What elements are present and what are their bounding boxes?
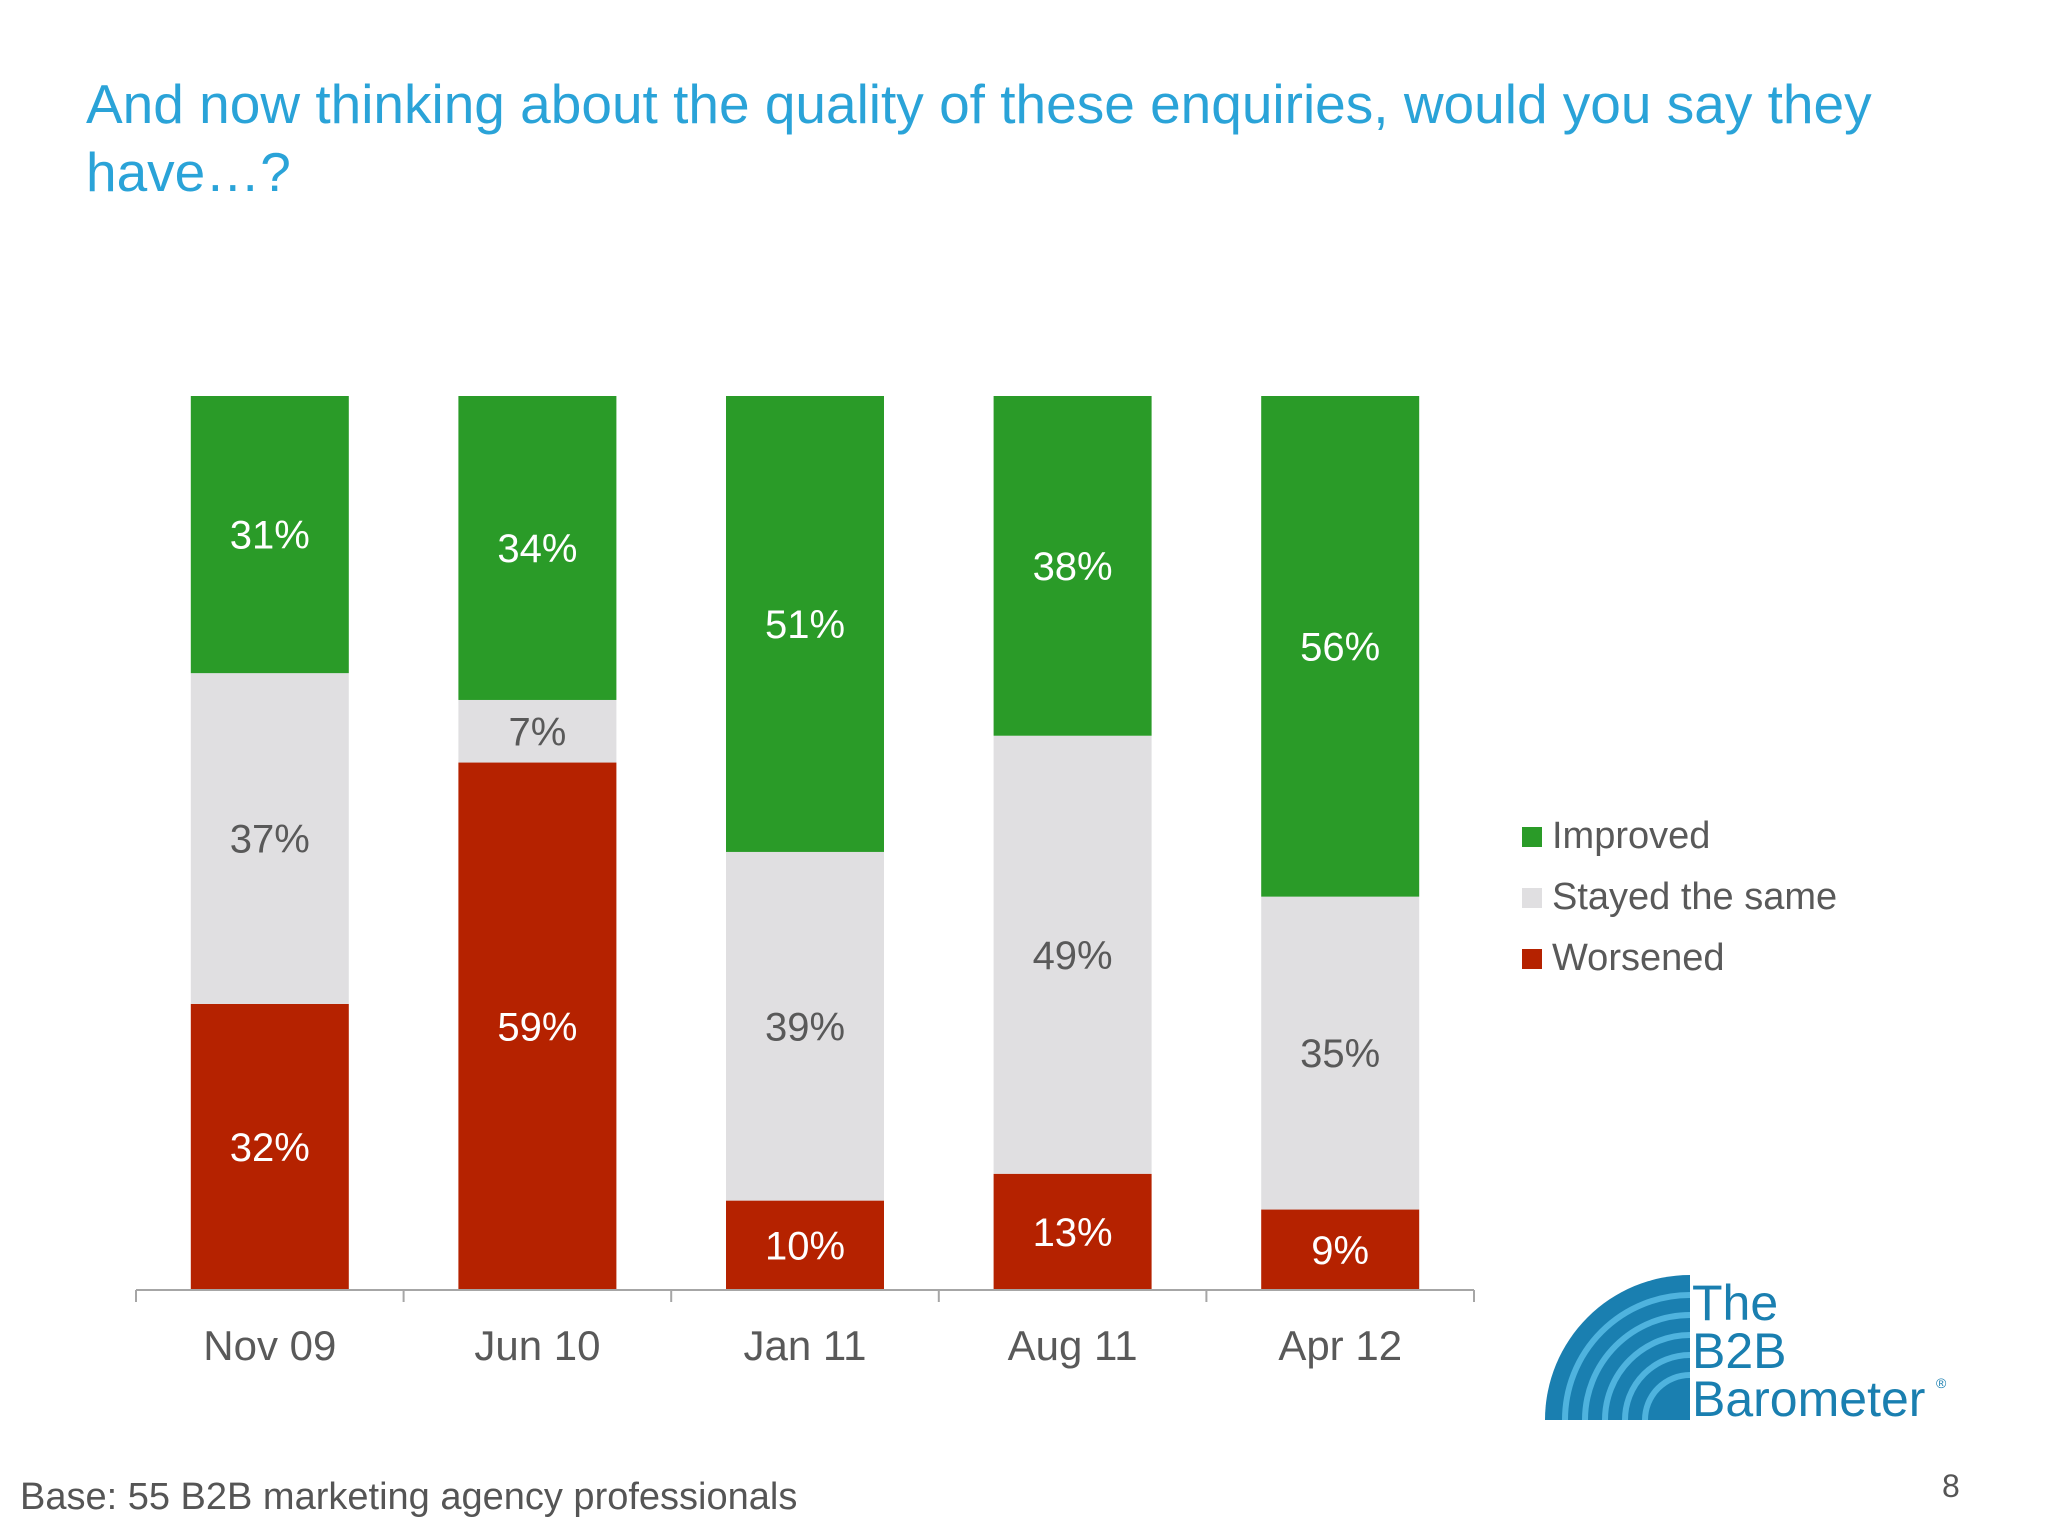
b2b-barometer-logo: The B2B Barometer ®	[1545, 1275, 1947, 1427]
bar-improved	[993, 396, 1152, 736]
legend-item-worsened: Worsened	[1522, 928, 1837, 989]
x-tick-label: Apr 12	[1278, 1322, 1402, 1369]
data-label-improved: 38%	[1033, 545, 1113, 589]
x-tick-label: Jan 11	[744, 1322, 867, 1369]
bar-improved	[1261, 396, 1420, 897]
data-label-worsened: 13%	[1033, 1211, 1113, 1255]
legend-swatch-worsened	[1522, 948, 1542, 969]
logo-line-b2b: B2B	[1692, 1323, 1787, 1379]
bar-worsened	[190, 1003, 349, 1290]
x-tick-label: Jun 10	[474, 1322, 600, 1369]
data-label-worsened: 10%	[765, 1224, 845, 1268]
data-label-worsened: 59%	[497, 1005, 577, 1049]
logo-arc-graphic	[1545, 1275, 1690, 1420]
logo-registered-mark: ®	[1936, 1375, 1947, 1391]
legend-label-worsened: Worsened	[1552, 937, 1725, 979]
data-label-improved: 34%	[497, 527, 577, 571]
bar-improved	[458, 396, 617, 700]
bar-stayed-the-same	[458, 699, 617, 763]
legend-label-improved: Improved	[1552, 815, 1711, 857]
data-label-stayed-the-same: 37%	[230, 818, 310, 862]
bar-stayed-the-same	[1261, 896, 1420, 1210]
bar-worsened	[993, 1173, 1152, 1290]
chart-legend: Improved Stayed the same Worsened	[1522, 806, 1837, 989]
data-label-stayed-the-same: 35%	[1300, 1032, 1380, 1076]
legend-swatch-stayed-the-same	[1522, 887, 1542, 908]
bar-improved	[190, 396, 349, 674]
legend-item-improved: Improved	[1522, 806, 1837, 867]
data-label-stayed-the-same: 49%	[1033, 934, 1113, 978]
data-label-improved: 31%	[230, 514, 310, 558]
legend-swatch-improved	[1522, 826, 1542, 847]
data-label-stayed-the-same: 39%	[765, 1005, 845, 1049]
data-label-worsened: 9%	[1311, 1229, 1369, 1273]
bar-worsened	[1261, 1209, 1420, 1290]
logo-line-barometer: Barometer	[1692, 1371, 1925, 1427]
bar-stayed-the-same	[190, 673, 349, 1004]
legend-label-stayed-the-same: Stayed the same	[1552, 876, 1838, 918]
bar-stayed-the-same	[726, 851, 884, 1201]
slide-title: And now thinking about the quality of th…	[86, 73, 1872, 203]
data-label-improved: 56%	[1300, 625, 1380, 669]
bar-worsened	[458, 762, 617, 1290]
x-tick-label: Nov 09	[203, 1322, 336, 1369]
x-tick-label: Aug 11	[1008, 1322, 1138, 1369]
logo-line-the: The	[1692, 1275, 1778, 1331]
data-label-worsened: 32%	[230, 1126, 310, 1170]
data-label-stayed-the-same: 7%	[508, 710, 566, 754]
data-label-improved: 51%	[765, 603, 845, 647]
page-number: 8	[1942, 1468, 1960, 1504]
legend-item-stayed-the-same: Stayed the same	[1522, 867, 1837, 928]
bar-worsened	[726, 1200, 884, 1290]
bar-improved	[726, 396, 884, 852]
bar-stayed-the-same	[993, 735, 1152, 1174]
base-footnote: Base: 55 B2B marketing agency profession…	[20, 1476, 798, 1518]
